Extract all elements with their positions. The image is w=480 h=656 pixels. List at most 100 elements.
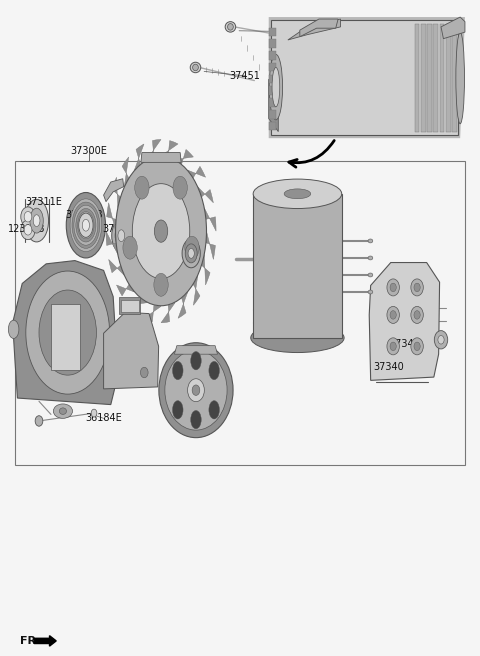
Ellipse shape — [192, 64, 198, 71]
Polygon shape — [104, 312, 158, 389]
Polygon shape — [427, 24, 432, 132]
Polygon shape — [206, 231, 216, 259]
Ellipse shape — [253, 179, 342, 209]
Bar — [51, 304, 80, 370]
Ellipse shape — [60, 408, 67, 415]
Ellipse shape — [387, 279, 399, 296]
Text: 37342: 37342 — [390, 338, 420, 349]
Polygon shape — [369, 262, 440, 380]
Polygon shape — [452, 24, 457, 132]
Text: 36184E: 36184E — [85, 413, 122, 422]
Polygon shape — [161, 140, 178, 157]
Polygon shape — [106, 231, 118, 255]
Polygon shape — [269, 75, 276, 83]
Polygon shape — [269, 98, 276, 107]
Ellipse shape — [53, 404, 72, 419]
Polygon shape — [269, 51, 276, 60]
Ellipse shape — [79, 213, 93, 237]
Ellipse shape — [39, 290, 96, 375]
Ellipse shape — [155, 220, 168, 242]
Ellipse shape — [414, 311, 420, 319]
Ellipse shape — [141, 367, 148, 378]
Ellipse shape — [91, 409, 97, 417]
Polygon shape — [441, 17, 465, 39]
Ellipse shape — [368, 239, 373, 243]
Polygon shape — [175, 150, 193, 164]
Polygon shape — [108, 259, 124, 276]
Ellipse shape — [82, 219, 89, 231]
Ellipse shape — [26, 271, 109, 394]
Polygon shape — [134, 144, 144, 170]
Text: 37370B: 37370B — [111, 329, 149, 340]
FancyArrow shape — [34, 636, 56, 646]
Bar — [121, 300, 139, 312]
Text: 37334: 37334 — [169, 239, 200, 249]
Ellipse shape — [368, 290, 373, 294]
Ellipse shape — [72, 202, 100, 249]
Ellipse shape — [185, 244, 197, 263]
Polygon shape — [202, 255, 210, 285]
Polygon shape — [198, 187, 214, 203]
Polygon shape — [204, 208, 216, 231]
Polygon shape — [415, 24, 420, 132]
Ellipse shape — [21, 207, 35, 226]
Ellipse shape — [456, 32, 465, 124]
Text: 37390B: 37390B — [178, 359, 216, 369]
Ellipse shape — [24, 211, 32, 222]
Ellipse shape — [70, 199, 102, 252]
Ellipse shape — [116, 157, 206, 306]
Polygon shape — [446, 24, 451, 132]
Ellipse shape — [188, 379, 204, 401]
Text: 37321B: 37321B — [66, 211, 103, 220]
Ellipse shape — [272, 68, 280, 107]
Ellipse shape — [209, 401, 219, 419]
Ellipse shape — [414, 342, 420, 350]
Ellipse shape — [118, 230, 125, 241]
Polygon shape — [122, 157, 129, 187]
Ellipse shape — [188, 249, 194, 258]
Ellipse shape — [368, 273, 373, 277]
Polygon shape — [269, 39, 276, 48]
Ellipse shape — [191, 352, 201, 370]
Polygon shape — [300, 19, 338, 37]
Polygon shape — [269, 28, 276, 36]
Ellipse shape — [132, 184, 190, 279]
Ellipse shape — [411, 306, 423, 323]
Text: 37367B: 37367B — [44, 295, 82, 306]
Polygon shape — [117, 284, 134, 296]
Ellipse shape — [8, 320, 19, 338]
Ellipse shape — [172, 401, 183, 419]
Ellipse shape — [74, 205, 98, 245]
Ellipse shape — [154, 274, 168, 297]
Ellipse shape — [123, 236, 137, 259]
Ellipse shape — [33, 215, 40, 226]
Ellipse shape — [159, 342, 233, 438]
Polygon shape — [253, 194, 342, 338]
Bar — [120, 297, 141, 314]
Ellipse shape — [192, 385, 200, 396]
Ellipse shape — [390, 342, 396, 350]
Ellipse shape — [251, 323, 344, 352]
Ellipse shape — [135, 176, 149, 199]
Ellipse shape — [390, 311, 396, 319]
Text: 37323: 37323 — [103, 224, 133, 234]
Ellipse shape — [30, 208, 43, 233]
Polygon shape — [129, 298, 147, 313]
Polygon shape — [147, 140, 161, 159]
Ellipse shape — [76, 209, 96, 242]
Bar — [15, 161, 465, 466]
Text: FR.: FR. — [20, 636, 40, 646]
Ellipse shape — [66, 192, 106, 258]
Ellipse shape — [387, 338, 399, 355]
Polygon shape — [433, 24, 438, 132]
Ellipse shape — [21, 220, 35, 239]
Ellipse shape — [185, 236, 199, 259]
Text: 12314B: 12314B — [8, 224, 46, 234]
Polygon shape — [112, 177, 120, 208]
Text: 37350B: 37350B — [269, 204, 307, 214]
Polygon shape — [107, 203, 116, 231]
Ellipse shape — [414, 283, 420, 292]
Ellipse shape — [368, 256, 373, 260]
Ellipse shape — [411, 279, 423, 296]
Polygon shape — [188, 167, 205, 178]
